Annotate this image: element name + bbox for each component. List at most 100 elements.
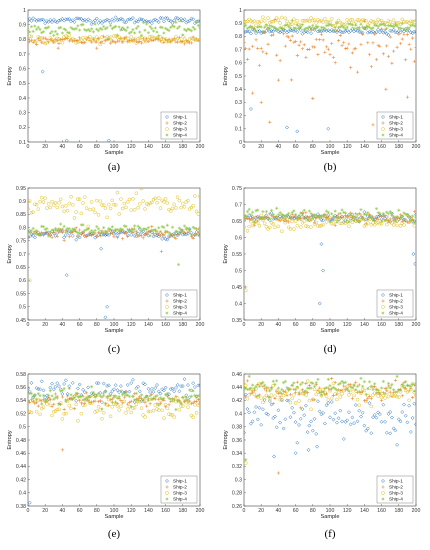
legend-label: Ship-3 xyxy=(389,491,403,497)
data-point xyxy=(162,31,166,35)
data-point xyxy=(302,389,306,394)
y-tick-label: 0.4 xyxy=(235,301,242,307)
data-point xyxy=(158,401,163,405)
data-point xyxy=(105,395,109,400)
data-point xyxy=(131,394,135,398)
data-point xyxy=(126,227,130,232)
data-point xyxy=(146,386,151,391)
data-point xyxy=(112,235,116,239)
data-point xyxy=(46,39,51,43)
data-point xyxy=(145,231,149,235)
data-point xyxy=(186,27,190,31)
data-point xyxy=(65,394,70,398)
data-point xyxy=(346,410,351,415)
data-point xyxy=(188,399,192,403)
data-point xyxy=(143,396,147,400)
data-point xyxy=(350,51,354,55)
data-point xyxy=(179,40,183,44)
x-tick-label: 20 xyxy=(42,322,48,328)
legend-marker xyxy=(165,133,169,137)
data-point xyxy=(107,403,111,408)
data-point xyxy=(306,386,310,390)
legend-label: Ship-4 xyxy=(173,497,187,503)
data-point xyxy=(263,215,267,220)
data-point xyxy=(139,393,144,397)
data-point xyxy=(108,206,113,211)
data-point xyxy=(28,391,32,396)
data-point xyxy=(261,15,265,20)
data-point xyxy=(122,395,126,399)
data-point xyxy=(403,413,408,418)
data-point xyxy=(120,17,125,22)
data-point xyxy=(365,30,370,35)
data-point xyxy=(402,223,406,227)
data-point xyxy=(345,386,349,390)
data-point xyxy=(198,38,200,42)
y-tick-label: 0.38 xyxy=(232,425,242,431)
data-point xyxy=(302,413,307,418)
data-point xyxy=(72,27,77,31)
data-point xyxy=(194,233,199,237)
data-point xyxy=(176,230,180,234)
data-point xyxy=(271,222,276,226)
data-point xyxy=(148,25,152,29)
data-point xyxy=(106,383,111,388)
data-point xyxy=(318,28,322,32)
outlier-point xyxy=(272,454,277,459)
data-point xyxy=(189,36,194,41)
data-point xyxy=(103,27,107,31)
data-point xyxy=(354,215,358,219)
data-point xyxy=(248,31,253,36)
data-point xyxy=(38,412,42,417)
data-point xyxy=(161,19,166,24)
outlier-point xyxy=(159,249,163,253)
data-point xyxy=(266,395,270,399)
data-point xyxy=(114,41,118,45)
y-tick-label: 0.4 xyxy=(19,96,26,102)
data-point xyxy=(259,396,263,400)
data-point xyxy=(89,401,94,405)
data-point xyxy=(119,36,123,41)
data-point xyxy=(44,19,49,23)
data-point xyxy=(288,215,293,220)
data-point xyxy=(182,230,187,235)
data-point xyxy=(288,227,293,231)
data-point xyxy=(50,20,55,24)
data-point xyxy=(45,230,49,234)
data-point xyxy=(196,403,200,407)
data-point xyxy=(48,17,53,22)
data-point xyxy=(108,41,113,45)
data-point xyxy=(96,232,101,237)
y-tick-label: 0.35 xyxy=(232,318,242,324)
data-point xyxy=(41,393,46,398)
data-point xyxy=(36,207,41,211)
data-point xyxy=(262,398,267,402)
data-point xyxy=(324,220,329,224)
data-point xyxy=(359,42,363,47)
data-point xyxy=(385,210,389,214)
data-point xyxy=(245,210,250,214)
data-point xyxy=(193,27,197,31)
data-point xyxy=(326,20,331,24)
data-point xyxy=(261,29,265,33)
data-point xyxy=(366,387,370,391)
y-tick-label: 0.42 xyxy=(232,398,242,404)
outlier-point xyxy=(276,471,280,475)
data-point xyxy=(343,380,348,384)
data-point xyxy=(60,227,64,231)
data-point xyxy=(364,428,369,433)
data-point xyxy=(402,27,406,31)
data-point xyxy=(60,395,64,399)
data-point xyxy=(46,202,51,206)
data-point xyxy=(69,229,73,233)
data-point xyxy=(96,37,101,41)
outlier-point xyxy=(56,46,60,50)
data-point xyxy=(188,388,192,392)
data-point xyxy=(93,37,97,42)
data-point xyxy=(76,39,80,43)
data-point xyxy=(268,389,272,393)
data-point xyxy=(132,207,137,212)
data-point xyxy=(329,221,334,226)
data-point xyxy=(127,39,132,43)
